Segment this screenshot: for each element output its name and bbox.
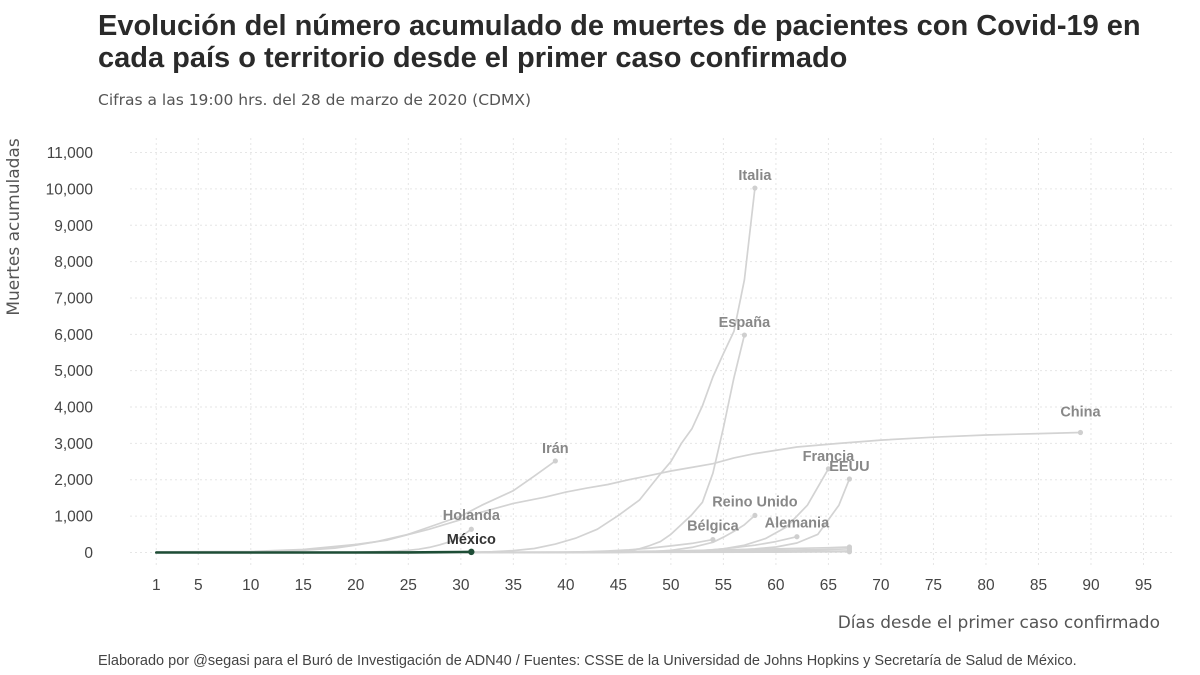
country-label-espana: España (719, 315, 772, 331)
chart-subtitle: Cifras a las 19:00 hrs. del 28 de marzo … (98, 91, 532, 109)
x-tick-label: 40 (557, 577, 575, 594)
y-tick-label: 9,000 (54, 218, 93, 235)
country-label-reino-unido: Reino Unido (712, 494, 798, 510)
series-end-point-china (1077, 429, 1084, 436)
series-end-point-reino-unido (752, 512, 758, 519)
series-end-point-eeuu (846, 476, 853, 482)
x-tick-label: 5 (194, 577, 203, 594)
y-tick-label: 3,000 (54, 436, 93, 453)
series-end-point-belgica (710, 537, 716, 543)
x-tick-label: 15 (295, 577, 312, 594)
series-end-point-italia (752, 185, 758, 191)
x-tick-label: 65 (820, 577, 837, 594)
series-end-point-holanda (468, 526, 474, 532)
series-end-point-francia (825, 466, 832, 472)
y-tick-label: 0 (84, 545, 93, 562)
y-tick-label: 10,000 (46, 181, 94, 198)
x-tick-label: 90 (1082, 577, 1100, 594)
chart-title: Evolución del número acumulado de muerte… (98, 10, 1141, 74)
country-label-eeuu: EEUU (829, 459, 869, 475)
country-label-francia: Francia (803, 449, 856, 465)
y-tick-label: 8,000 (54, 254, 93, 271)
x-axis-title: Días desde el primer caso confirmado (838, 613, 1160, 633)
y-tick-label: 1,000 (54, 509, 93, 526)
y-tick-label: 5,000 (54, 363, 93, 380)
country-label-mexico: México (447, 532, 496, 548)
x-tick-label: 20 (347, 577, 365, 594)
x-tick-label: 75 (925, 577, 942, 594)
y-tick-label: 6,000 (54, 327, 93, 344)
x-tick-label: 45 (610, 577, 627, 594)
y-tick-label: 2,000 (54, 472, 93, 489)
series-line-mexico (155, 550, 473, 554)
series-end-point-iran (552, 458, 558, 464)
country-label-holanda: Holanda (443, 508, 501, 524)
x-tick-label: 35 (505, 577, 522, 594)
series-end-point-otro-d (846, 549, 853, 555)
country-label-china: China (1060, 404, 1101, 420)
x-tick-label: 25 (400, 577, 417, 594)
x-tick-label: 70 (872, 577, 890, 594)
country-label-alemania: Alemania (765, 516, 830, 532)
series-end-point-alemania (794, 534, 800, 540)
x-tick-label: 10 (242, 577, 260, 594)
country-label-belgica: Bélgica (687, 519, 740, 535)
x-tick-label: 95 (1135, 577, 1152, 594)
country-label-italia: Italia (738, 168, 772, 184)
x-tick-label: 30 (452, 577, 470, 594)
y-tick-label: 4,000 (54, 400, 93, 417)
y-tick-label: 7,000 (54, 290, 93, 307)
x-tick-label: 60 (767, 577, 785, 594)
x-tick-label: 50 (662, 577, 680, 594)
series-end-point-espana (741, 332, 747, 338)
x-tick-label: 1 (152, 577, 161, 594)
chart-caption: Elaborado por @segasi para el Buró de In… (98, 653, 1077, 669)
x-tick-label: 85 (1030, 577, 1047, 594)
series-end-point-mexico (468, 548, 475, 556)
y-axis-title: Muertes acumuladas (4, 138, 24, 315)
y-tick-label: 11,000 (47, 145, 94, 162)
country-label-iran: Irán (542, 441, 569, 457)
x-tick-label: 55 (715, 577, 732, 594)
x-tick-label: 80 (977, 577, 995, 594)
